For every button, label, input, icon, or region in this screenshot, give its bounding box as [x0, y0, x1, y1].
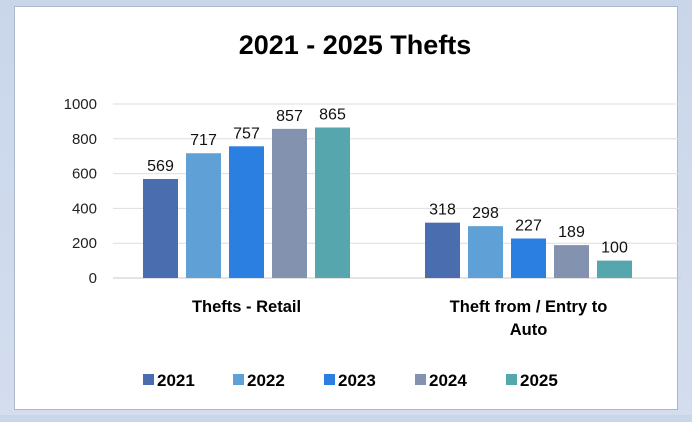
- y-tick-label: 200: [72, 235, 97, 252]
- legend-label: 2022: [247, 371, 285, 390]
- data-label: 318: [429, 202, 456, 219]
- legend-swatch: [506, 374, 517, 385]
- legend-swatch: [415, 374, 426, 385]
- y-tick-label: 1000: [64, 96, 97, 113]
- data-label: 298: [472, 205, 499, 222]
- bar-2022: [468, 226, 503, 278]
- y-tick-label: 600: [72, 166, 97, 183]
- legend-label: 2021: [157, 371, 195, 390]
- data-label: 189: [558, 224, 585, 241]
- legend: 2021 2022 2023 2024 2025: [143, 371, 558, 390]
- y-tick-label: 0: [89, 270, 97, 287]
- category-label: Theft from / Entry to: [450, 298, 608, 316]
- data-label: 757: [233, 125, 260, 142]
- data-label: 865: [319, 106, 346, 123]
- bar-2023: [511, 238, 546, 278]
- bar-2021: [425, 222, 460, 278]
- data-label: 569: [147, 158, 174, 175]
- data-label: 717: [190, 132, 217, 149]
- data-label: 857: [276, 108, 303, 125]
- legend-label: 2025: [520, 371, 558, 390]
- y-tick-label: 800: [72, 131, 97, 148]
- legend-label: 2024: [429, 371, 467, 390]
- x-axis: Thefts - Retail Theft from / Entry to Auto: [192, 298, 607, 339]
- bar-2021: [143, 178, 178, 278]
- chart-frame: 2021 - 2025 Thefts 0 200 400 600 800 1000 569…: [14, 6, 681, 410]
- y-axis: 0 200 400 600 800 1000: [64, 96, 97, 287]
- bar-2025: [315, 127, 350, 279]
- bar-2024: [272, 128, 307, 278]
- category-label: Thefts - Retail: [192, 298, 301, 316]
- legend-swatch: [324, 374, 335, 385]
- data-label: 227: [515, 218, 542, 235]
- bar-2025: [597, 260, 632, 278]
- y-tick-label: 400: [72, 200, 97, 217]
- data-labels: 569 717 757 857 865 318 298 227 189 100: [147, 106, 628, 256]
- bar-2023: [229, 146, 264, 278]
- chart-title: 2021 - 2025 Thefts: [239, 30, 472, 60]
- legend-label: 2023: [338, 371, 376, 390]
- legend-swatch: [233, 374, 244, 385]
- category-label: Auto: [510, 321, 548, 339]
- bar-2024: [554, 245, 589, 278]
- bar-chart: 2021 - 2025 Thefts 0 200 400 600 800 1000 569…: [64, 30, 681, 390]
- bars: [143, 127, 632, 279]
- legend-swatch: [143, 374, 154, 385]
- data-label: 100: [601, 240, 628, 257]
- bar-2022: [186, 153, 221, 278]
